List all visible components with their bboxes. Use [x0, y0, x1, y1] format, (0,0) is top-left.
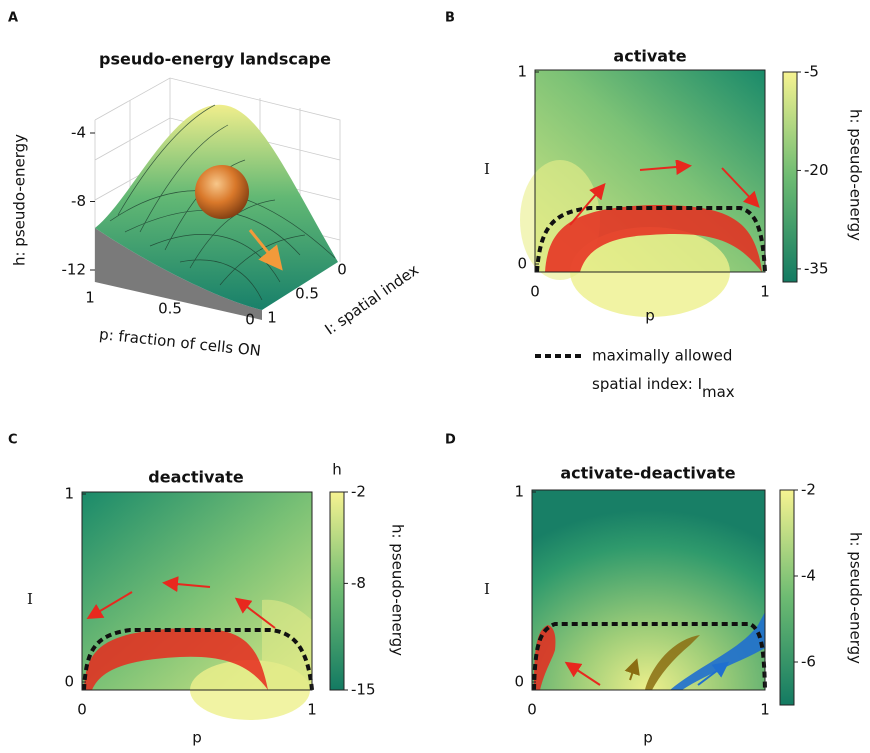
legend-text: spatial index: I	[592, 375, 702, 393]
y-tick-label: 0	[514, 673, 524, 691]
chart-title: pseudo-energy landscape	[99, 50, 331, 69]
y-tick-label: 1	[517, 63, 527, 81]
x-tick-label: 0	[77, 701, 87, 719]
chart-title: activate-deactivate	[560, 464, 735, 483]
panel-letter: C	[8, 433, 18, 448]
legend-subscript: max	[702, 383, 735, 401]
colorbar	[329, 491, 345, 691]
colorbar	[779, 489, 795, 706]
y-tick-label: 1	[514, 483, 524, 501]
surface-box	[94, 77, 341, 320]
colorbar-tick-label: -35	[804, 259, 829, 277]
x-axis-label: p	[643, 729, 653, 747]
panel-letter: B	[445, 11, 455, 26]
z-tick-label: -8	[71, 192, 86, 210]
y-tick-label: 1	[267, 309, 277, 327]
colorbar-label: h: pseudo-energy	[389, 524, 407, 656]
plot-frame	[531, 489, 766, 691]
colorbar	[782, 71, 798, 283]
z-axis-label: h: pseudo-energy	[11, 134, 29, 266]
y-axis-label: I	[484, 580, 490, 598]
plot-frame	[534, 69, 766, 273]
panel-letter: A	[8, 11, 18, 26]
colorbar-tick-label: -8	[351, 574, 366, 592]
z-tick-label: -12	[62, 261, 87, 279]
colorbar-tick-label: -5	[804, 63, 819, 81]
y-tick-label: 1	[64, 485, 74, 503]
colorbar-label: h: pseudo-energy	[847, 532, 865, 664]
x-tick-label: 1	[760, 701, 770, 719]
x-tick-label: 0	[245, 311, 255, 329]
x-tick-label: 0.5	[158, 300, 182, 318]
colorbar-label: h: pseudo-energy	[847, 109, 865, 241]
x-tick-label: 1	[307, 701, 317, 719]
x-tick-label: 1	[760, 283, 770, 301]
y-tick-label: 0	[517, 255, 527, 273]
chart-title: deactivate	[148, 468, 244, 487]
chart-title: activate	[613, 47, 686, 66]
y-axis-label: I	[484, 160, 490, 178]
colorbar-tick-label: -15	[351, 681, 376, 699]
contour-decor	[532, 612, 767, 691]
colorbar-tick-label: -4	[801, 567, 816, 585]
y-tick-label: 0	[64, 673, 74, 691]
x-tick-label: 1	[85, 289, 95, 307]
z-tick-label: -4	[71, 124, 86, 142]
panel-letter: D	[445, 433, 456, 448]
colorbar-tick-label: -2	[801, 481, 816, 499]
y-tick-label: 0	[337, 261, 347, 279]
x-axis-label: p	[192, 729, 202, 747]
plot-frame	[81, 491, 313, 691]
x-axis-label: p	[645, 307, 655, 325]
x-tick-label: 0	[527, 701, 537, 719]
legend-text: spatial index: Imax	[592, 375, 735, 401]
colorbar-title: h	[332, 461, 342, 479]
legend-text: maximally allowed	[592, 347, 732, 365]
y-tick-label: 0.5	[295, 285, 319, 303]
colorbar-tick-label: -2	[351, 483, 366, 501]
x-tick-label: 0	[530, 283, 540, 301]
colorbar-tick-label: -20	[804, 161, 829, 179]
y-axis-label: I	[27, 590, 33, 608]
colorbar-tick-label: -6	[801, 653, 816, 671]
x-axis-label: p: fraction of cells ON	[98, 325, 261, 360]
